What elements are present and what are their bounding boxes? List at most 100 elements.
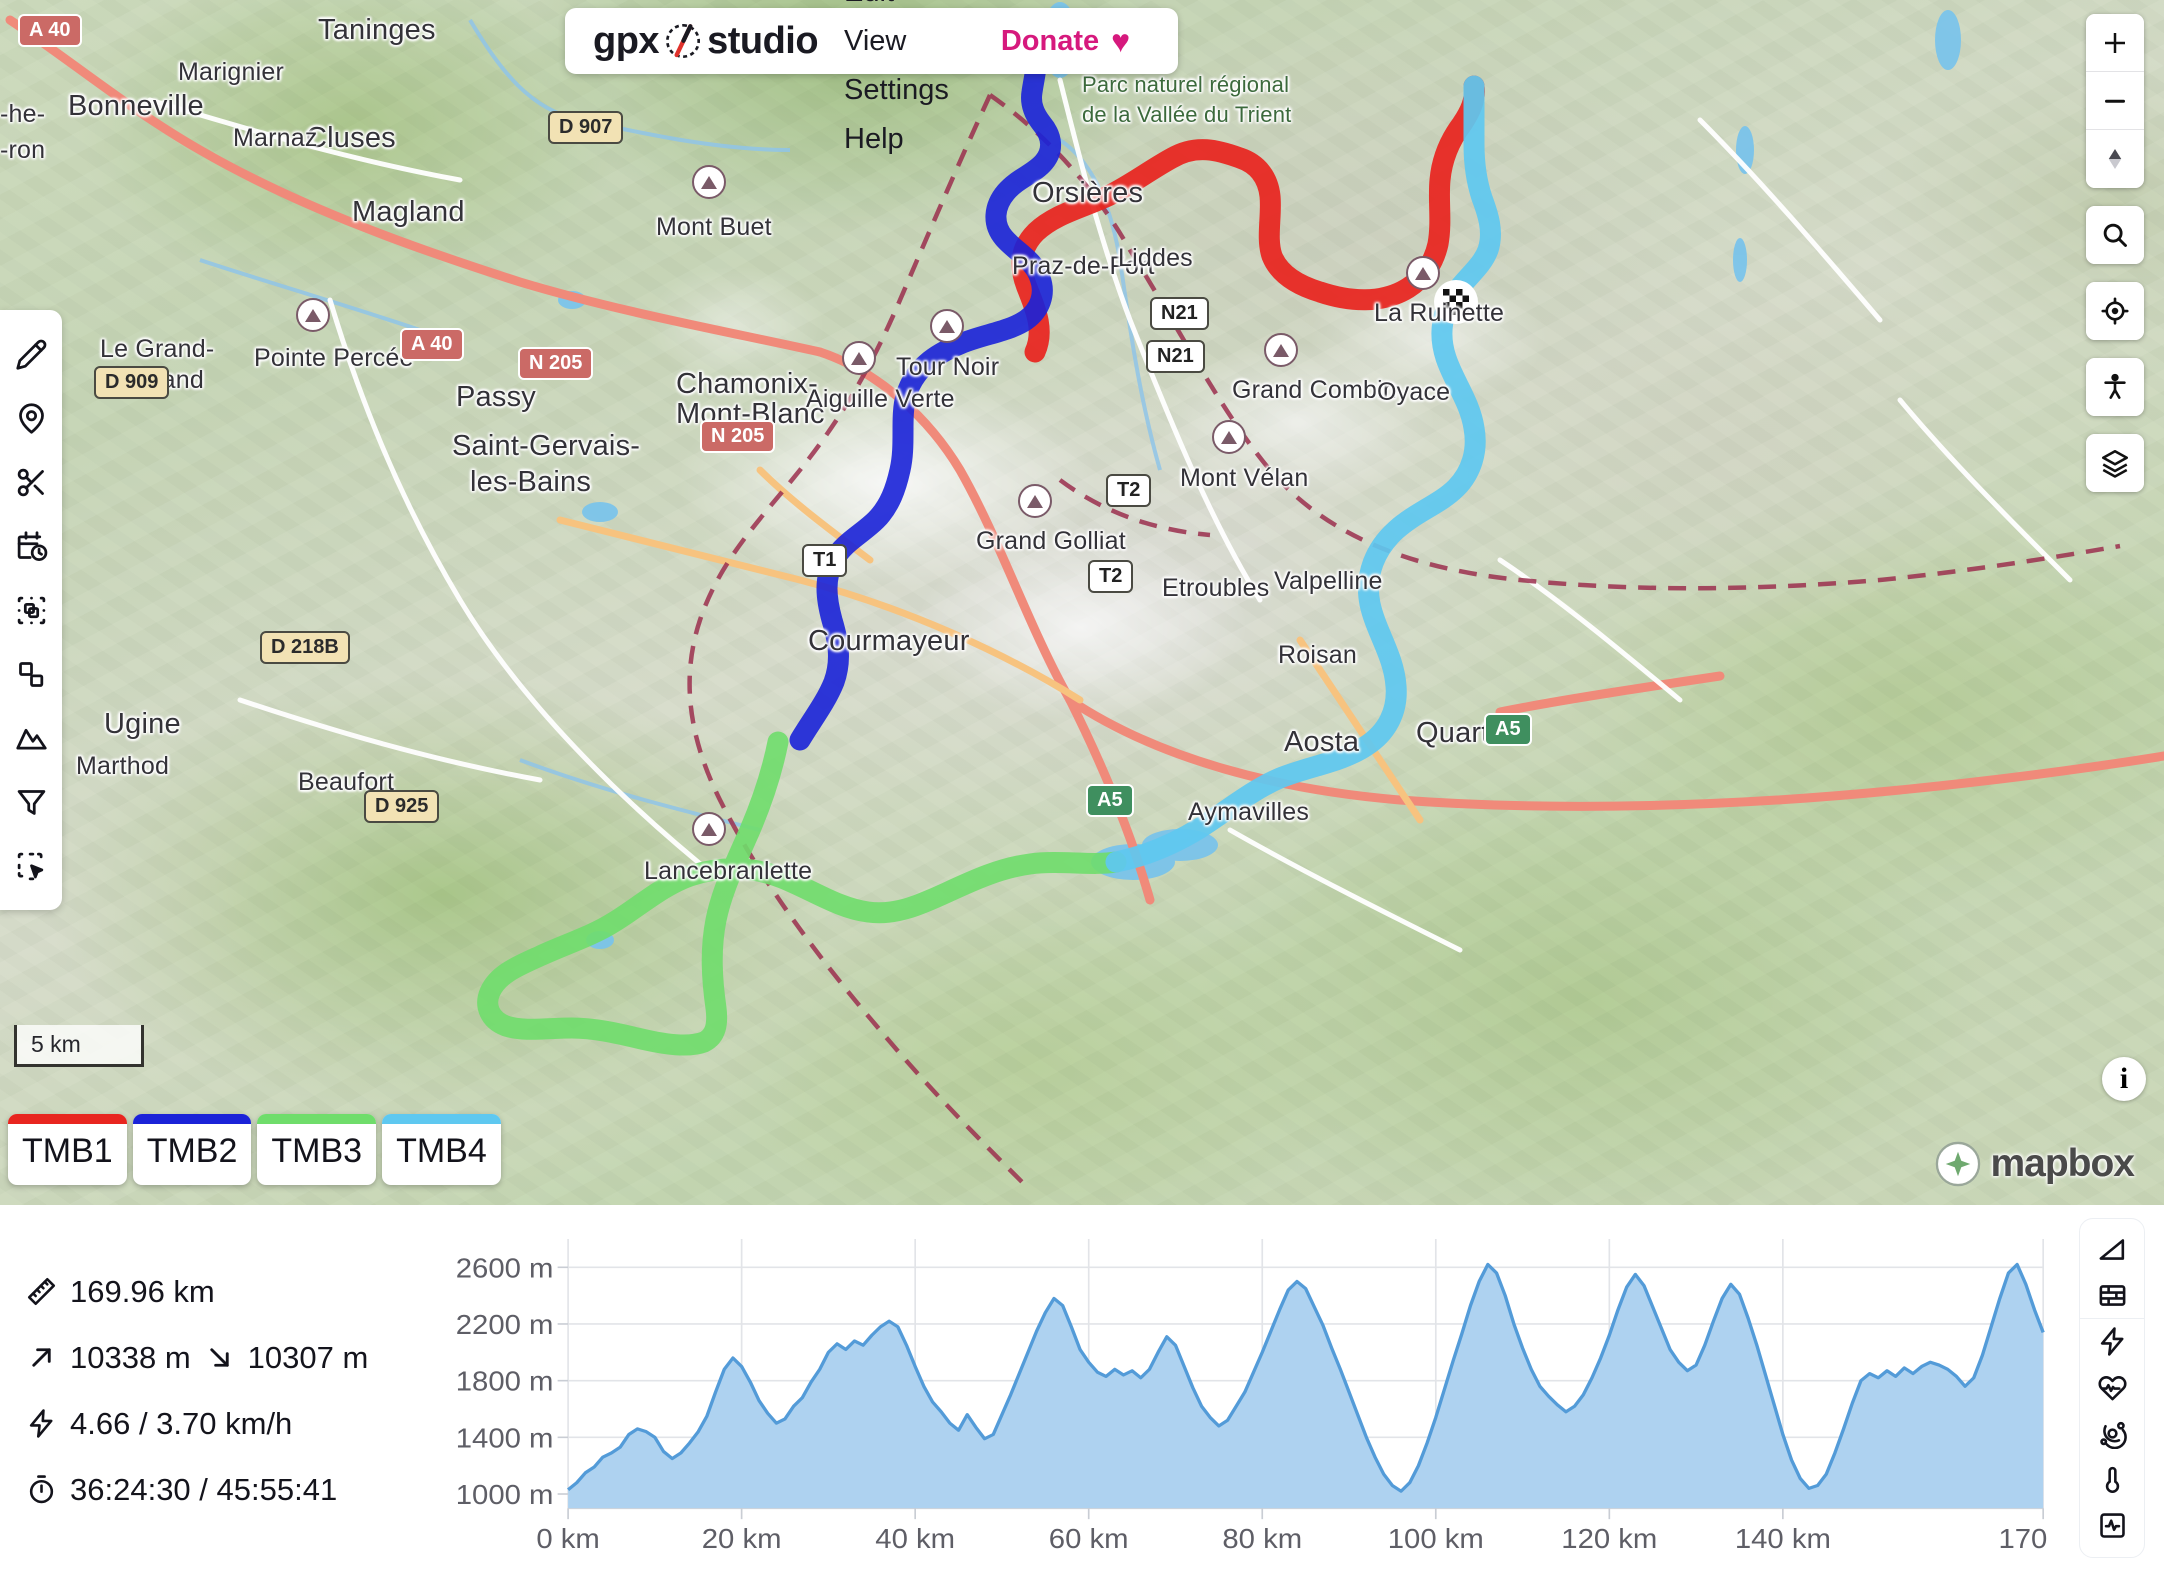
chart-y-tick-label: 2200 m [456, 1310, 554, 1341]
chart-x-tick-label: 20 km [702, 1524, 782, 1555]
crosshair-locate-icon [2101, 297, 2129, 325]
zoom-out-button[interactable] [2086, 72, 2144, 130]
mountain-peak-icon [1406, 256, 1440, 290]
road-shield: A5 [1086, 784, 1134, 817]
locate-button[interactable] [2086, 282, 2144, 340]
pencil-icon [15, 339, 46, 370]
menu-edit[interactable]: Edit [818, 0, 975, 17]
heartrate-toggle[interactable] [2080, 1365, 2144, 1411]
chart-x-tick-label: 140 km [1735, 1524, 1831, 1555]
zoom-controls[interactable] [2086, 14, 2144, 188]
speed-toggle[interactable] [2080, 1319, 2144, 1365]
track-tab-tmb3[interactable]: TMB3 [257, 1114, 377, 1185]
zoom-in-button[interactable] [2086, 14, 2144, 72]
cadence-toggle[interactable] [2080, 1411, 2144, 1457]
mountain-peak-icon [842, 341, 876, 375]
compass-button[interactable] [2086, 130, 2144, 188]
layers-control[interactable] [2086, 434, 2144, 492]
bottom-stats-panel: 169.96 km 10338 m 10307 m 4.66 / [0, 1205, 2164, 1570]
orbit-icon [2099, 1421, 2127, 1449]
track-color-swatch [382, 1114, 501, 1124]
distance-value: 169.96 km [70, 1273, 215, 1309]
scissors-tool[interactable] [0, 450, 62, 514]
track-color-swatch [257, 1114, 377, 1124]
main-menu-bar[interactable]: gpx studio FileEditViewSettingsHelp Dona… [565, 0, 1179, 155]
menu-help[interactable]: Help [844, 122, 904, 155]
thermometer-icon [2105, 1466, 2119, 1493]
road-shield: T2 [1088, 560, 1134, 593]
road-shield: D 218B [260, 631, 350, 664]
power-toggle[interactable] [2080, 1503, 2144, 1549]
stat-speed: 4.66 / 3.70 km/h [26, 1406, 430, 1442]
chart-x-tick-label: 120 km [1561, 1524, 1657, 1555]
elevation-profile-chart[interactable]: 1000 m 1400 m 1800 m 2200 m 2600 m 0 km 20 km… [430, 1205, 2072, 1570]
track-tab-tmb2[interactable]: TMB2 [132, 1114, 252, 1185]
road-shield: N 205 [700, 420, 776, 453]
map-vector-layer [5, 2, 2164, 1192]
elevation-chart-svg[interactable]: 1000 m 1400 m 1800 m 2200 m 2600 m 0 km 20 km… [430, 1223, 2062, 1570]
chart-x-tick-label: 170 [1998, 1524, 2047, 1555]
brand-text-gpx: gpx [593, 19, 660, 62]
menu-view[interactable]: View [844, 24, 907, 57]
time-tool[interactable] [0, 514, 62, 578]
gear-slash-icon [663, 21, 703, 61]
elevation-area-fill [568, 1264, 2044, 1509]
compass-north-icon [2108, 149, 2122, 169]
surface-toggle[interactable] [2080, 1273, 2144, 1319]
plus-icon [2105, 32, 2125, 53]
elevation-tool[interactable] [0, 706, 62, 770]
track-tab-tmb1[interactable]: TMB1 [8, 1114, 127, 1185]
mountain-peak-icon [296, 298, 330, 332]
search-control[interactable] [2086, 206, 2144, 264]
map-canvas[interactable]: Taninges Marignier Bonneville Cluses Marnaz M… [0, 0, 2164, 1205]
locate-control[interactable] [2086, 282, 2144, 340]
layers-button[interactable] [2086, 434, 2144, 492]
track-color-swatch [132, 1114, 252, 1124]
layers-icon [2102, 450, 2128, 478]
stat-time: 36:24:30 / 45:55:41 [26, 1472, 430, 1508]
donate-label: Donate [1000, 24, 1100, 57]
track-tab-tmb4[interactable]: TMB4 [382, 1114, 501, 1185]
draw-route-tool[interactable] [0, 322, 62, 386]
track-tmb4 [1105, 75, 1501, 873]
left-tool-palette[interactable] [0, 310, 62, 910]
chart-x-tick-label: 0 km [536, 1524, 599, 1555]
clean-tool[interactable] [0, 770, 62, 834]
chart-y-axis-labels: 1000 m 1400 m 1800 m 2200 m 2600 m [456, 1253, 569, 1511]
temperature-toggle[interactable] [2080, 1457, 2144, 1503]
speed-value: 4.66 / 3.70 km/h [70, 1405, 293, 1441]
info-icon[interactable]: i [2102, 1057, 2146, 1101]
donate-button[interactable]: Donate ♥ [975, 17, 1150, 66]
street-view-control[interactable] [2086, 358, 2144, 416]
slope-toggle[interactable] [2080, 1227, 2144, 1273]
road-shield: D 909 [94, 366, 170, 399]
select-tool[interactable] [0, 834, 62, 898]
mapbox-attribution[interactable]: mapbox [1935, 1141, 2135, 1187]
bolt-icon [29, 1409, 53, 1438]
elevation-line [567, 1262, 2045, 1493]
menu-items-container[interactable]: FileEditViewSettingsHelp [818, 0, 975, 164]
bolt-icon [2100, 1327, 2123, 1356]
street-view-button[interactable] [2086, 358, 2144, 416]
search-button[interactable] [2086, 206, 2144, 264]
chart-tool-rail[interactable] [2072, 1205, 2164, 1570]
elevation-loss-value: 10307 m [247, 1339, 369, 1375]
reduce-tool[interactable] [0, 578, 62, 642]
track-tmb1 [1011, 75, 1485, 363]
selection-cursor-icon [17, 852, 43, 880]
track-tmb3 [477, 731, 1127, 1056]
app-logo[interactable]: gpx studio [593, 19, 819, 63]
menu-settings[interactable]: Settings [844, 73, 949, 106]
mountain-icon [15, 728, 47, 749]
road-shield: T1 [802, 544, 848, 577]
track-tab-bar[interactable]: TMB1 TMB2 TMB3 TMB4 [8, 1114, 501, 1185]
map-scale-bar: 5 km [14, 1025, 144, 1067]
grid-wall-icon [2099, 1284, 2125, 1306]
add-waypoint-tool[interactable] [0, 386, 62, 450]
merge-tool[interactable] [0, 642, 62, 706]
map-controls[interactable] [2086, 14, 2144, 492]
road-shield: D 925 [364, 790, 440, 823]
time-value: 36:24:30 / 45:55:41 [70, 1471, 338, 1507]
scale-label: 5 km [31, 1031, 81, 1057]
heart-pulse-icon [2098, 1376, 2126, 1401]
